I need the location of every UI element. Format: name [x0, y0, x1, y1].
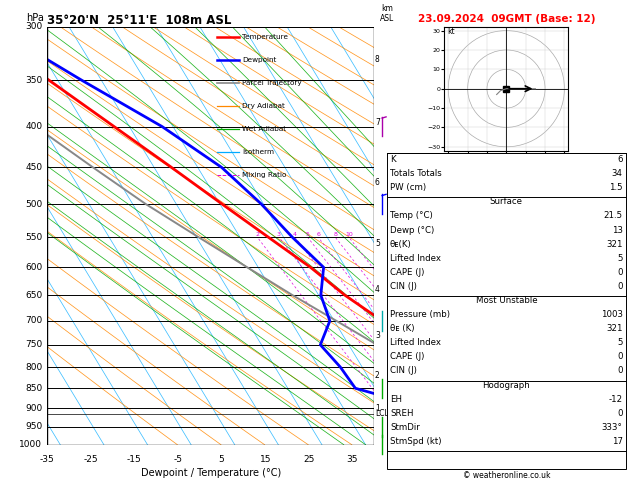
Text: 6: 6: [316, 232, 320, 237]
Text: 400: 400: [25, 122, 42, 131]
Text: 350: 350: [25, 76, 42, 85]
Text: Pressure (mb): Pressure (mb): [390, 310, 450, 319]
Text: 1003: 1003: [601, 310, 623, 319]
Text: 4: 4: [293, 232, 297, 237]
Text: Mixing Ratio: Mixing Ratio: [242, 172, 286, 178]
Text: θᴇ (K): θᴇ (K): [390, 324, 415, 333]
Text: © weatheronline.co.uk: © weatheronline.co.uk: [462, 471, 550, 481]
Text: 0: 0: [617, 268, 623, 277]
Text: CIN (J): CIN (J): [390, 366, 417, 376]
Text: 700: 700: [25, 316, 42, 325]
Text: θᴇ(K): θᴇ(K): [390, 240, 412, 249]
Text: 650: 650: [25, 291, 42, 300]
Text: 8: 8: [333, 232, 337, 237]
Text: PW (cm): PW (cm): [390, 183, 426, 192]
Text: 1000: 1000: [19, 440, 42, 449]
Text: 25: 25: [303, 455, 314, 464]
Text: 5: 5: [617, 338, 623, 347]
Text: 1.5: 1.5: [609, 183, 623, 192]
Text: -15: -15: [127, 455, 142, 464]
Text: K: K: [390, 155, 396, 164]
Text: 450: 450: [25, 163, 42, 172]
Text: 4: 4: [375, 285, 380, 294]
Text: 321: 321: [606, 240, 623, 249]
Text: Isotherm: Isotherm: [242, 149, 274, 155]
Text: 0: 0: [617, 366, 623, 376]
Text: CAPE (J): CAPE (J): [390, 352, 425, 362]
Text: Temperature: Temperature: [242, 34, 288, 40]
Text: 23.09.2024  09GMT (Base: 12): 23.09.2024 09GMT (Base: 12): [418, 14, 595, 24]
Text: -5: -5: [174, 455, 182, 464]
Text: 5: 5: [617, 254, 623, 263]
Text: 321: 321: [606, 324, 623, 333]
Text: 0: 0: [617, 352, 623, 362]
Text: 34: 34: [612, 169, 623, 178]
Text: SREH: SREH: [390, 409, 413, 418]
Text: Most Unstable: Most Unstable: [476, 296, 537, 305]
Text: 500: 500: [25, 200, 42, 208]
Text: -35: -35: [40, 455, 55, 464]
Text: 550: 550: [25, 233, 42, 242]
Text: Totals Totals: Totals Totals: [390, 169, 442, 178]
Text: Wet Adiabat: Wet Adiabat: [242, 126, 286, 132]
Text: 850: 850: [25, 384, 42, 393]
Text: 35°20'N  25°11'E  108m ASL: 35°20'N 25°11'E 108m ASL: [47, 14, 231, 27]
Text: hPa: hPa: [26, 13, 44, 22]
Text: 900: 900: [25, 403, 42, 413]
Text: Dewpoint / Temperature (°C): Dewpoint / Temperature (°C): [141, 468, 281, 478]
Text: 2: 2: [255, 232, 259, 237]
Text: Parcel Trajectory: Parcel Trajectory: [242, 80, 301, 86]
Text: Lifted Index: Lifted Index: [390, 254, 441, 263]
Text: 13: 13: [612, 226, 623, 235]
Text: Dewpoint: Dewpoint: [242, 57, 276, 63]
Text: 0: 0: [617, 409, 623, 418]
Text: 600: 600: [25, 263, 42, 272]
Text: kt: kt: [447, 27, 455, 36]
Text: 21.5: 21.5: [604, 211, 623, 221]
Text: 15: 15: [260, 455, 271, 464]
Text: StmDir: StmDir: [390, 423, 420, 432]
Text: 3: 3: [277, 232, 281, 237]
Text: Surface: Surface: [490, 197, 523, 207]
Text: 300: 300: [25, 22, 42, 31]
Text: 3: 3: [375, 331, 380, 340]
Text: Hodograph: Hodograph: [482, 381, 530, 390]
Text: Lifted Index: Lifted Index: [390, 338, 441, 347]
Text: 6: 6: [375, 178, 380, 187]
Text: 10: 10: [345, 232, 353, 237]
Text: 950: 950: [25, 422, 42, 432]
Text: 5: 5: [306, 232, 309, 237]
Text: 800: 800: [25, 363, 42, 372]
Text: -25: -25: [84, 455, 98, 464]
Text: 2: 2: [375, 371, 380, 381]
Text: 5: 5: [375, 239, 380, 248]
Text: 7: 7: [375, 118, 380, 127]
Text: 0: 0: [617, 282, 623, 291]
Text: 6: 6: [617, 155, 623, 164]
Text: 333°: 333°: [602, 423, 623, 432]
Text: 8: 8: [375, 55, 380, 64]
Text: Dry Adiabat: Dry Adiabat: [242, 103, 285, 109]
Text: CIN (J): CIN (J): [390, 282, 417, 291]
Text: Temp (°C): Temp (°C): [390, 211, 433, 221]
Text: Dewp (°C): Dewp (°C): [390, 226, 434, 235]
Text: 1: 1: [375, 403, 380, 413]
Text: 17: 17: [612, 437, 623, 446]
Text: 750: 750: [25, 340, 42, 349]
Text: LCL: LCL: [375, 409, 389, 418]
Text: EH: EH: [390, 395, 402, 404]
Text: 35: 35: [347, 455, 358, 464]
Text: km
ASL: km ASL: [380, 4, 394, 22]
Text: -12: -12: [609, 395, 623, 404]
Text: StmSpd (kt): StmSpd (kt): [390, 437, 442, 446]
Text: 5: 5: [219, 455, 225, 464]
Text: CAPE (J): CAPE (J): [390, 268, 425, 277]
